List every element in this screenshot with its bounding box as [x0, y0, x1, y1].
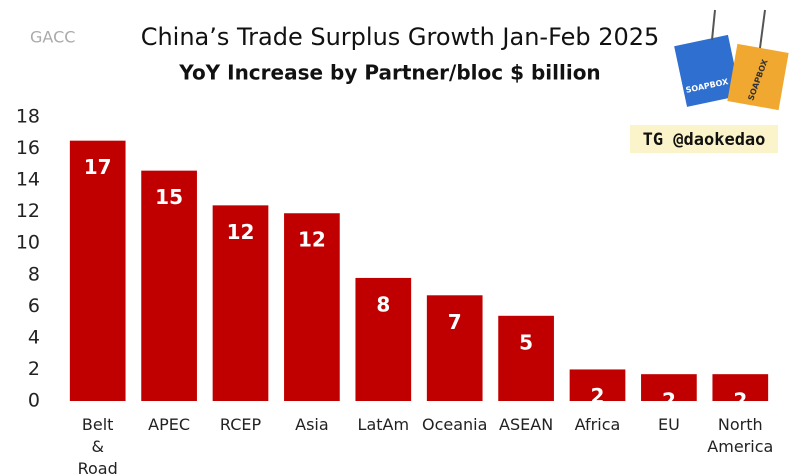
- x-tick-label: Belt & Road: [77, 415, 118, 476]
- x-tick-label: North America: [707, 415, 774, 456]
- watermark-bg: [630, 125, 778, 153]
- y-tick-label: 8: [28, 263, 40, 285]
- value-label: 2: [591, 384, 605, 408]
- bar: [712, 374, 769, 401]
- value-label: 7: [448, 310, 462, 334]
- value-label: 17: [84, 155, 112, 179]
- y-tick-label: 16: [16, 137, 40, 159]
- container-blue: [674, 34, 741, 107]
- bar: [284, 213, 340, 401]
- cable: [711, 9, 716, 41]
- y-tick-label: 6: [28, 295, 40, 317]
- chart-title: China’s Trade Surplus Growth Jan-Feb 202…: [141, 23, 660, 51]
- bar: [355, 277, 412, 401]
- x-tick-label: Asia: [295, 415, 329, 434]
- bar: [141, 170, 197, 401]
- x-tick-label: LatAm: [357, 415, 410, 434]
- source: GACC: [30, 28, 75, 47]
- value-label: 2: [662, 389, 676, 413]
- container-orange: [727, 43, 789, 111]
- bar: [641, 374, 697, 401]
- bar: [212, 205, 269, 401]
- x-tick-label: EU: [657, 415, 680, 434]
- logo: SOAPBOX SOAPBOX: [674, 9, 789, 111]
- y-tick-label: 0: [28, 390, 40, 412]
- y-tick-label: 12: [16, 200, 40, 222]
- bar: [69, 140, 126, 401]
- bar: [569, 369, 626, 401]
- y-tick-label: 2: [28, 358, 40, 380]
- y-tick-label: 4: [28, 326, 40, 348]
- value-label: 5: [519, 330, 533, 354]
- y-tick-label: 18: [16, 106, 40, 128]
- value-label: 12: [227, 220, 255, 244]
- x-tick-label: ASEAN: [499, 415, 554, 434]
- value-label: 8: [376, 292, 390, 316]
- bar: [426, 295, 483, 401]
- x-tick-label: APEC: [148, 415, 191, 434]
- value-label: 2: [733, 389, 747, 413]
- value-label: 12: [298, 228, 326, 252]
- chart-subtitle: YoY Increase by Partner/bloc $ billion: [178, 61, 600, 85]
- x-tick-label: Africa: [574, 415, 621, 434]
- cable: [759, 9, 766, 49]
- y-tick-label: 14: [16, 169, 40, 191]
- y-tick-label: 10: [16, 232, 40, 254]
- bar: [498, 315, 554, 401]
- x-tick-label: Oceania: [421, 415, 488, 434]
- value-label: 15: [155, 185, 183, 209]
- x-tick-label: RCEP: [219, 415, 262, 434]
- watermark: TG @daokedao: [643, 130, 766, 150]
